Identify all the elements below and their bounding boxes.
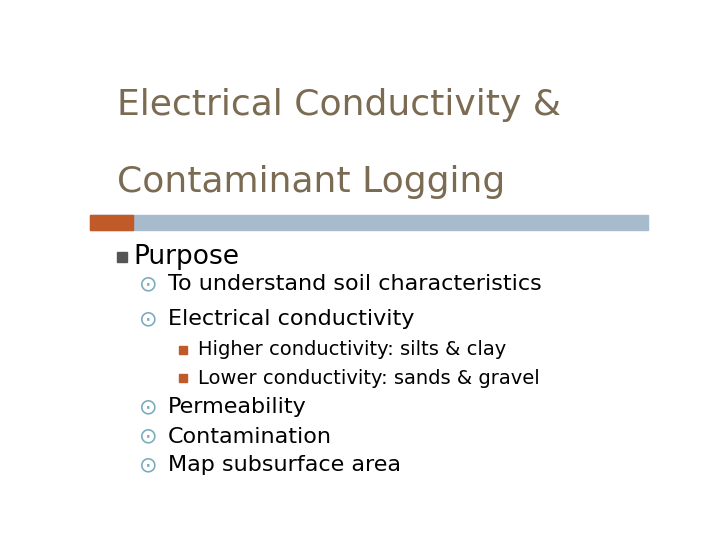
Text: Map subsurface area: Map subsurface area bbox=[168, 455, 400, 475]
Text: ⊙: ⊙ bbox=[139, 427, 158, 447]
Text: Contaminant Logging: Contaminant Logging bbox=[117, 165, 505, 199]
Text: Purpose: Purpose bbox=[133, 244, 239, 271]
Bar bbox=[179, 346, 187, 354]
Bar bbox=[117, 252, 127, 262]
Text: ⊙: ⊙ bbox=[139, 309, 158, 329]
Text: Contamination: Contamination bbox=[168, 427, 331, 447]
Text: ⊙: ⊙ bbox=[139, 274, 158, 294]
Text: ⊙: ⊙ bbox=[139, 397, 158, 417]
Text: Lower conductivity: sands & gravel: Lower conductivity: sands & gravel bbox=[199, 369, 540, 388]
Text: ⊙: ⊙ bbox=[139, 455, 158, 475]
Text: Electrical conductivity: Electrical conductivity bbox=[168, 309, 414, 329]
Bar bbox=[179, 374, 187, 382]
Text: To understand soil characteristics: To understand soil characteristics bbox=[168, 274, 541, 294]
Text: Higher conductivity: silts & clay: Higher conductivity: silts & clay bbox=[199, 340, 507, 359]
Bar bbox=[90, 215, 132, 231]
Text: Electrical Conductivity &: Electrical Conductivity & bbox=[117, 88, 561, 122]
Bar bbox=[90, 215, 648, 231]
Text: Permeability: Permeability bbox=[168, 397, 306, 417]
